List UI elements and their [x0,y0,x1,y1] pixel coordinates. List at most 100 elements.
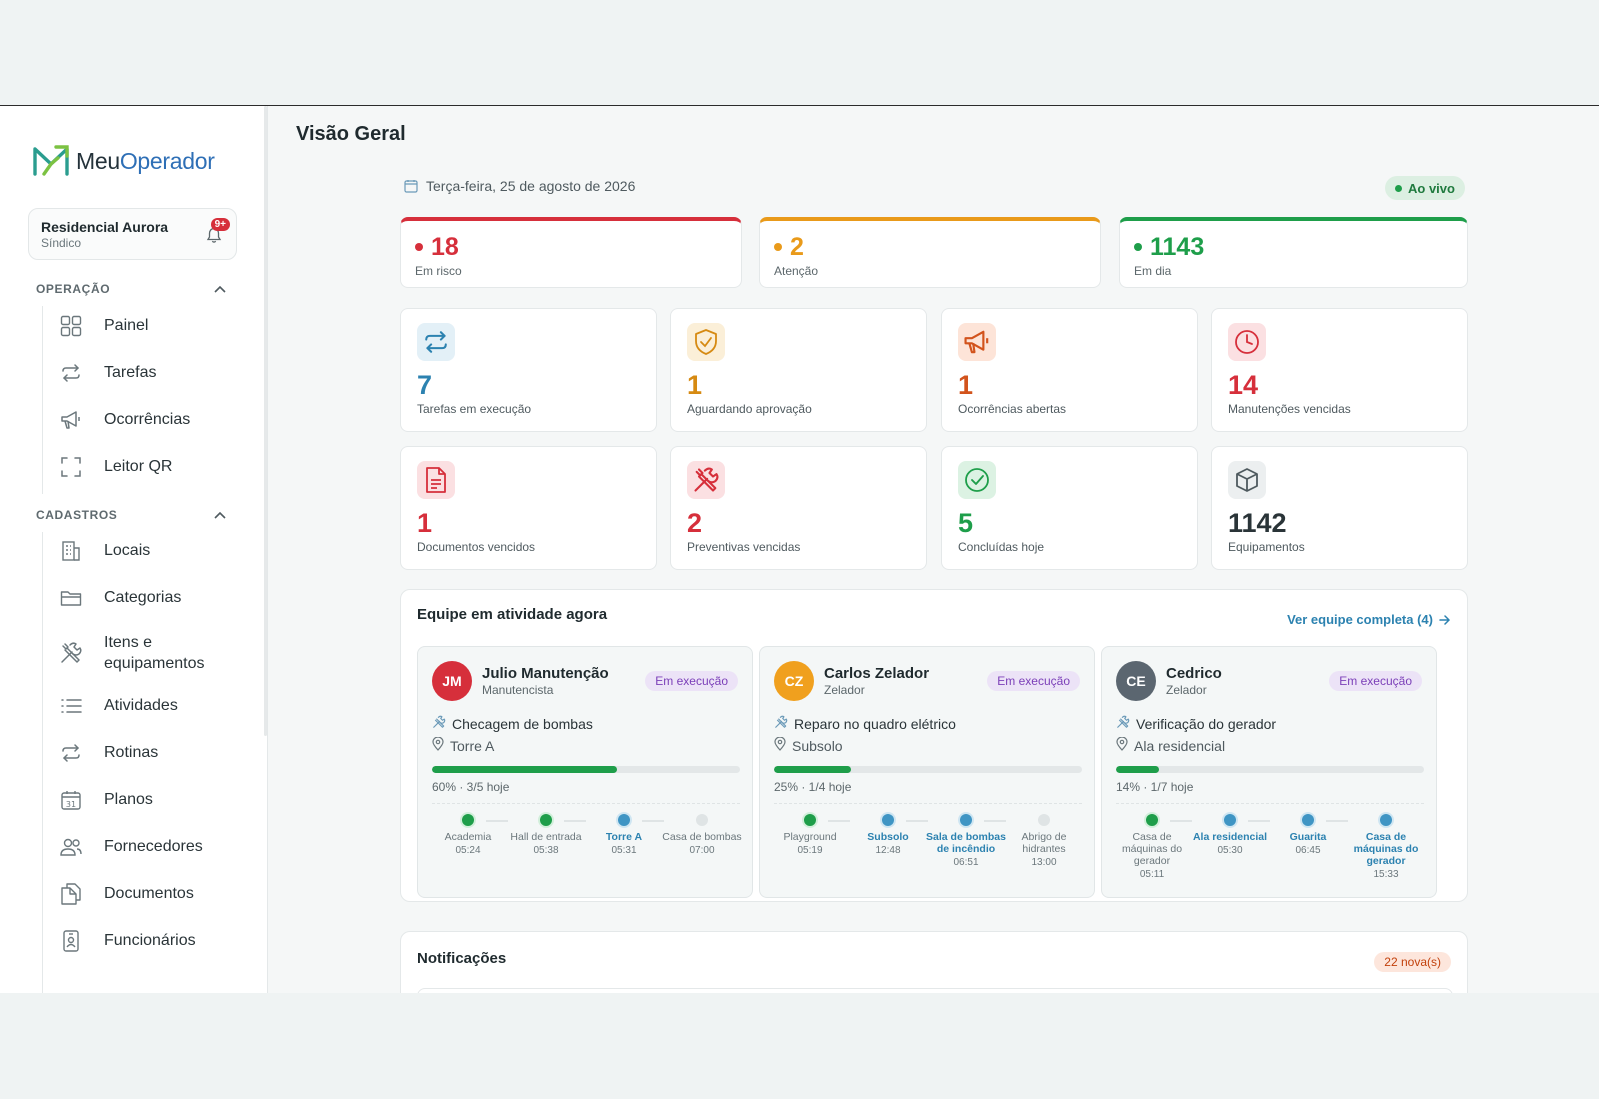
member-name: Julio Manutenção [482,665,609,682]
kpi-concluidas-hoje[interactable]: 5 Concluídas hoje [941,446,1198,570]
kpi-label: Ocorrências abertas [958,402,1067,416]
timeline-stop[interactable]: Casa de máquinas do gerador 05:11 [1112,811,1192,880]
kpi-manutencoes-vencidas[interactable]: 14 Manutenções vencidas [1211,308,1468,432]
arrow-right-icon [1439,614,1451,625]
sidebar-item-tarefas[interactable]: Tarefas [58,360,248,386]
kpi-equipamentos[interactable]: 1142 Equipamentos [1211,446,1468,570]
kpi-tarefas-execucao[interactable]: 7 Tarefas em execução [400,308,657,432]
logo-icon [33,145,69,176]
section-cadastros-header[interactable]: CADASTROS [36,508,226,522]
team-member-card[interactable]: JM Julio Manutenção Manutencista Em execuçã… [417,646,753,898]
status-card-em-risco[interactable]: 18 Em risco [400,217,742,288]
dot-icon [774,243,782,251]
team-member-card[interactable]: CZ Carlos Zelador Zelador Em execução Reparo… [759,646,1095,898]
timeline-stop[interactable]: Ala residencial 05:30 [1190,811,1270,856]
shield-check-icon [687,323,725,361]
timeline-stop[interactable]: Casa de máquinas do gerador 15:33 [1346,811,1426,880]
sidebar-item-fornecedores[interactable]: Fornecedores [58,834,248,860]
section-operacao-header[interactable]: OPERAÇÃO [36,282,226,296]
stop-dot [1146,814,1158,826]
page-title: Visão Geral [296,123,406,145]
route-timeline: Casa de máquinas do gerador 05:11 Ala resi… [1108,811,1432,891]
sidebar-scrollbar[interactable] [264,106,267,736]
stop-time: 05:11 [1139,869,1165,880]
kpi-value: 5 [958,508,974,538]
sidebar-item-locais[interactable]: Locais [58,538,248,564]
member-location: Torre A [432,736,494,754]
sidebar-item-atividades[interactable]: Atividades [58,693,248,719]
status-badge: Em execução [645,671,738,691]
team-activity-panel: Equipe em atividade agora Ver equipe com… [400,589,1468,902]
team-member-card[interactable]: CE Cedrico Zelador Em execução Verificação d… [1101,646,1437,898]
notifications-bell[interactable]: 9+ [206,218,230,249]
timeline-stop[interactable]: Hall de entrada 05:38 [506,811,586,856]
kpi-aguardando-aprovacao[interactable]: 1 Aguardando aprovação [670,308,927,432]
timeline-connector [564,820,586,822]
stop-name: Hall de entrada [510,831,582,843]
location-pin-icon [432,736,444,754]
timeline-stop[interactable]: Academia 05:24 [428,811,508,856]
nav-guide-line [42,306,43,494]
kpi-label: Concluídas hoje [958,540,1045,554]
sidebar-item-itens-equipamentos[interactable]: Itens e equipamentos [58,632,248,674]
avatar: CE [1116,661,1156,701]
member-location: Ala residencial [1116,736,1225,754]
kpi-preventivas-vencidas[interactable]: 2 Preventivas vencidas [670,446,927,570]
logo-text: MeuOperador [76,147,215,174]
status-label: Atenção [774,264,819,278]
timeline-connector [1248,820,1270,822]
sidebar-item-rotinas[interactable]: Rotinas [58,740,248,766]
sidebar-item-documentos[interactable]: Documentos [58,881,248,907]
timeline-connector [1170,820,1192,822]
sidebar-item-planos[interactable]: 31 Planos [58,787,248,813]
divider [432,803,740,804]
clock-icon [1228,323,1266,361]
sidebar-item-funcionarios[interactable]: Funcionários [58,928,248,954]
stop-dot [960,814,972,826]
timeline-stop[interactable]: Abrigo de hidrantes 13:00 [1004,811,1084,868]
member-task: Verificação do gerador [1116,715,1276,732]
notifications-title: Notificações [417,950,507,967]
sidebar-item-categorias[interactable]: Categorias [58,585,248,611]
tools-icon [774,715,788,732]
logo[interactable]: MeuOperador [32,144,215,178]
badge-icon [58,928,84,954]
kpi-ocorrencias-abertas[interactable]: 1 Ocorrências abertas [941,308,1198,432]
status-value: 18 [431,233,459,261]
sidebar-item-ocorrencias[interactable]: Ocorrências [58,407,248,433]
condo-switcher[interactable]: Residencial Aurora Síndico 9+ [28,208,237,260]
status-card-em-dia[interactable]: 1143 Em dia [1119,217,1468,288]
status-card-atencao[interactable]: 2 Atenção [759,217,1101,288]
stop-dot [1380,814,1392,826]
avatar: JM [432,661,472,701]
stop-time: 13:00 [1031,857,1057,868]
list-icon [58,693,84,719]
stop-name: Playground [783,831,837,843]
sidebar-item-leitor-qr[interactable]: Leitor QR [58,454,248,480]
scan-icon [58,454,84,480]
timeline-stop[interactable]: Casa de bombas 07:00 [662,811,742,856]
member-role: Zelador [1166,683,1207,697]
kpi-value: 14 [1228,370,1259,400]
kpi-documentos-vencidos[interactable]: 1 Documentos vencidos [400,446,657,570]
repeat-icon [417,323,455,361]
view-full-team-link[interactable]: Ver equipe completa (4) [1287,612,1451,627]
timeline-stop[interactable]: Subsolo 12:48 [848,811,928,856]
timeline-stop[interactable]: Sala de bombas de incêndio 06:51 [926,811,1006,868]
timeline-stop[interactable]: Playground 05:19 [770,811,850,856]
progress-bar [1116,766,1424,773]
sidebar-item-painel[interactable]: Painel [58,313,248,339]
timeline-stop[interactable]: Torre A 05:31 [584,811,664,856]
location-pin-icon [1116,736,1128,754]
tools-icon [687,461,725,499]
stop-dot [882,814,894,826]
kpi-value: 1 [417,508,433,538]
dot-icon [1134,243,1142,251]
timeline-stop[interactable]: Guarita 06:45 [1268,811,1348,856]
repeat-icon [58,360,84,386]
stop-time: 07:00 [689,845,715,856]
stop-name: Casa de máquinas do gerador [1121,831,1183,867]
notifications-panel: Notificações 22 nova(s) [400,931,1468,993]
chevron-up-icon [214,285,226,293]
route-timeline: Academia 05:24 Hall de entrada 05:38 Torre A… [424,811,748,891]
